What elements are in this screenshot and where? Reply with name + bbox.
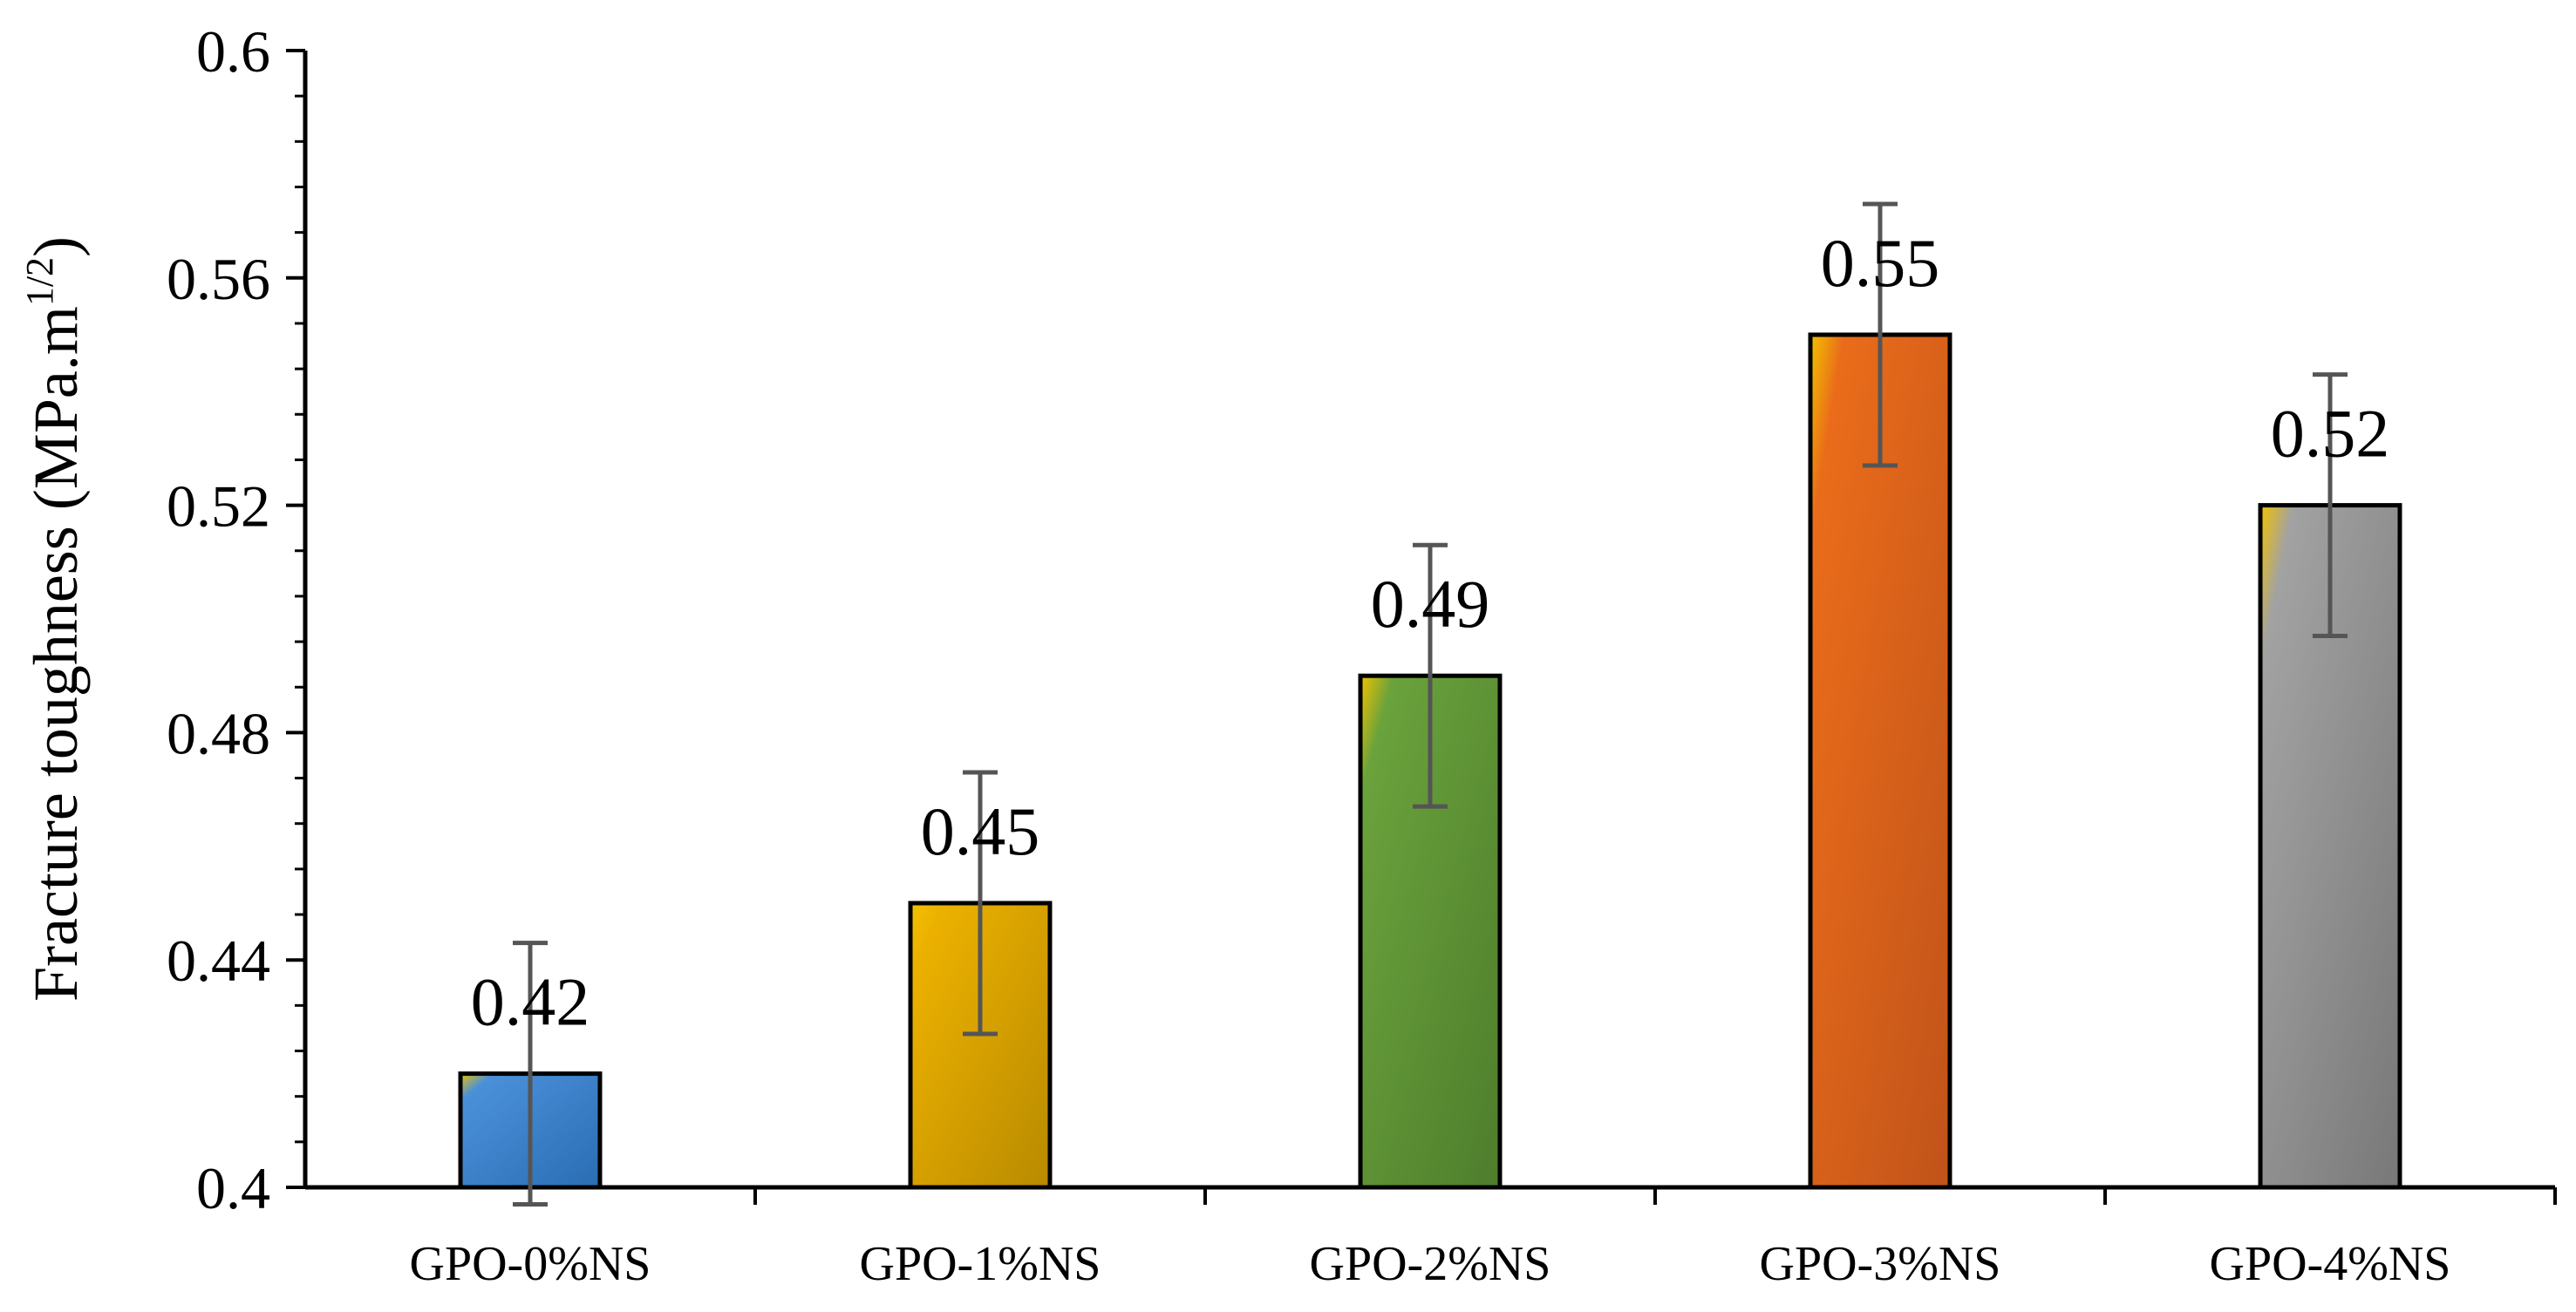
y-axis-label-sup: 1/2 (18, 257, 61, 306)
labels-layer: 0.4 0.44 0.48 0.52 0.56 0.6 0.42 GPO-0%NS 0.45 GP… (167, 18, 2450, 1291)
x-tick-label: GPO-3%NS (1760, 1237, 2001, 1291)
axes-layer (286, 49, 2557, 1205)
y-tick-label: 0.52 (167, 473, 270, 540)
y-tick-label: 0.56 (167, 246, 270, 312)
y-tick-label: 0.44 (167, 928, 270, 994)
data-label: 0.55 (1821, 225, 1940, 301)
data-label: 0.52 (2271, 396, 2390, 472)
x-tick-label: GPO-4%NS (2210, 1237, 2451, 1291)
y-axis-label-main: Fracture toughness (MPa.m (21, 306, 91, 1002)
y-tick-label: 0.48 (167, 700, 270, 766)
y-axis-label: Fracture toughness (MPa.m1/2) (18, 236, 91, 1002)
bar-gpo-3-ns (1808, 332, 1952, 1190)
y-tick-label: 0.4 (196, 1155, 270, 1221)
error-bars-layer (513, 201, 2348, 1207)
x-tick-label: GPO-1%NS (860, 1237, 1101, 1291)
data-label: 0.49 (1371, 566, 1490, 642)
data-label: 0.45 (921, 793, 1040, 869)
y-tick-label: 0.6 (196, 18, 270, 85)
y-axis-label-end: ) (21, 236, 91, 257)
x-tick-label: GPO-2%NS (1310, 1237, 1551, 1291)
data-label: 0.42 (471, 964, 590, 1040)
x-tick-label: GPO-0%NS (410, 1237, 651, 1291)
